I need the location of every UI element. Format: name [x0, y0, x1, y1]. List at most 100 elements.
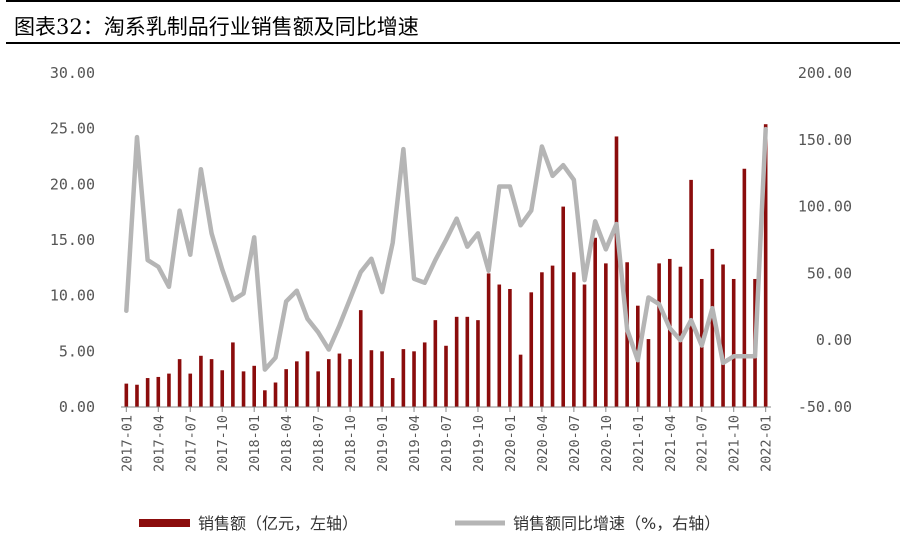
bar [731, 278, 736, 407]
legend-line-label: 销售额同比增速（%，右轴） [513, 514, 720, 533]
bar [476, 320, 480, 407]
left-tick-label: 25.00 [50, 120, 95, 138]
bar [316, 371, 320, 407]
bar [167, 373, 171, 407]
legend-bar-swatch [139, 519, 190, 527]
bar [284, 369, 288, 407]
bar [199, 355, 203, 407]
bar [508, 288, 512, 407]
right-tick-label: -50.00 [798, 398, 852, 416]
x-tick-label: 2019-07 [439, 415, 455, 472]
left-tick-label: 20.00 [50, 175, 95, 193]
bar [763, 124, 768, 408]
bar [390, 378, 395, 407]
bar [657, 263, 661, 407]
left-tick-label: 30.00 [50, 64, 95, 82]
bar [572, 272, 576, 407]
x-tick-label: 2018-07 [311, 415, 327, 472]
bar [380, 351, 384, 407]
bar [252, 365, 256, 407]
right-tick-label: 50.00 [807, 264, 852, 282]
x-tick-label: 2022-01 [759, 415, 775, 472]
right-tick-label: 200.00 [798, 64, 852, 82]
bar [465, 316, 470, 407]
bar [348, 359, 352, 407]
bar [742, 168, 747, 407]
x-tick-label: 2021-01 [631, 415, 647, 472]
x-tick-label: 2018-04 [279, 415, 295, 472]
bar [433, 320, 438, 407]
bar [710, 248, 715, 407]
x-tick-label: 2019-10 [471, 415, 487, 472]
legend-bar-label: 销售额（亿元，左轴） [198, 514, 358, 533]
bar [412, 351, 416, 407]
bar [263, 390, 267, 407]
right-tick-label: 0.00 [816, 331, 852, 349]
x-tick-label: 2018-01 [247, 415, 263, 472]
right-tick-label: 150.00 [798, 131, 852, 149]
left-tick-label: 10.00 [50, 287, 95, 305]
bar [550, 265, 555, 407]
right-axis: -50.00 0.00 50.00 100.00 150.00 200.00 [798, 64, 852, 416]
bar [593, 237, 597, 407]
bar [135, 384, 139, 407]
bar [667, 258, 672, 407]
bar [295, 361, 299, 407]
bar [177, 359, 182, 407]
bar [529, 292, 534, 407]
bar [156, 376, 161, 407]
bar [497, 284, 502, 407]
x-tick-label: 2017-01 [119, 415, 135, 472]
x-tick-label: 2020-07 [567, 415, 583, 472]
bar [305, 351, 310, 407]
bar [337, 353, 342, 407]
left-tick-label: 5.00 [59, 342, 95, 360]
x-tick-label: 2021-07 [695, 415, 711, 472]
bar [518, 354, 523, 407]
bar [326, 359, 331, 407]
right-tick-label: 100.00 [798, 198, 852, 216]
x-tick-label: 2017-07 [183, 415, 199, 472]
x-tick-label: 2020-01 [503, 415, 519, 472]
bar [209, 359, 214, 407]
bar [422, 342, 427, 407]
bar [614, 136, 619, 407]
bar [444, 345, 448, 407]
bar [689, 179, 693, 407]
left-tick-label: 0.00 [59, 398, 95, 416]
bar [145, 378, 150, 407]
bar [454, 316, 459, 407]
bar [646, 339, 651, 407]
bar [721, 264, 725, 407]
x-tick-label: 2019-01 [375, 415, 391, 472]
x-axis: 2017-01 2017-04 2017-07 2017-10 2018-01 2018-… [119, 407, 775, 472]
growth-line [124, 126, 768, 372]
bar [220, 370, 225, 407]
x-tick-label: 2020-10 [599, 415, 615, 472]
bar [582, 284, 587, 407]
legend: 销售额（亿元，左轴） 销售额同比增速（%，右轴） [139, 514, 720, 533]
bar [188, 373, 193, 407]
x-tick-label: 2018-10 [343, 415, 359, 472]
title-bar: 图表32：淘系乳制品行业销售额及同比增速 [6, 0, 900, 44]
bar [604, 263, 608, 407]
bar [369, 350, 374, 407]
x-tick-label: 2017-10 [215, 415, 231, 472]
bar [486, 273, 491, 407]
bar [273, 382, 278, 407]
x-tick-label: 2020-04 [535, 415, 551, 472]
bar [358, 310, 363, 407]
left-tick-label: 15.00 [50, 231, 95, 249]
x-tick-label: 2017-04 [151, 415, 167, 472]
bar [124, 383, 129, 407]
x-tick-label: 2021-04 [663, 415, 679, 472]
bar [540, 272, 544, 407]
bar [401, 349, 406, 407]
x-tick-label: 2021-10 [727, 415, 743, 472]
bar [241, 371, 246, 407]
left-axis: 0.00 5.00 10.00 15.00 20.00 25.00 30.00 [50, 64, 95, 416]
bar [231, 342, 235, 407]
chart-title: 图表32：淘系乳制品行业销售额及同比增速 [14, 15, 419, 39]
x-tick-label: 2019-04 [407, 415, 423, 472]
